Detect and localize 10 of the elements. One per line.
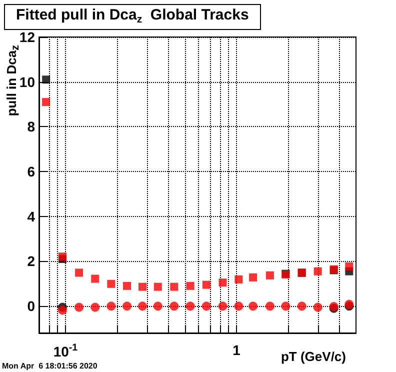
y-tick-label: 6 [27, 164, 36, 180]
text: Mon Apr 6 18:01:56 2020 [2, 362, 98, 370]
x-axis-title: pT (GeV/c) [280, 349, 346, 364]
y-tick-label: 4 [27, 208, 36, 224]
y-tick-label: 2 [27, 253, 36, 270]
x-tick-label: 1 [232, 342, 241, 358]
y-tick-label: 8 [27, 118, 36, 135]
y-tick-label: 12 [19, 29, 36, 45]
y-tick-label: 10 [19, 74, 36, 90]
y-tick-label: 0 [27, 298, 36, 314]
